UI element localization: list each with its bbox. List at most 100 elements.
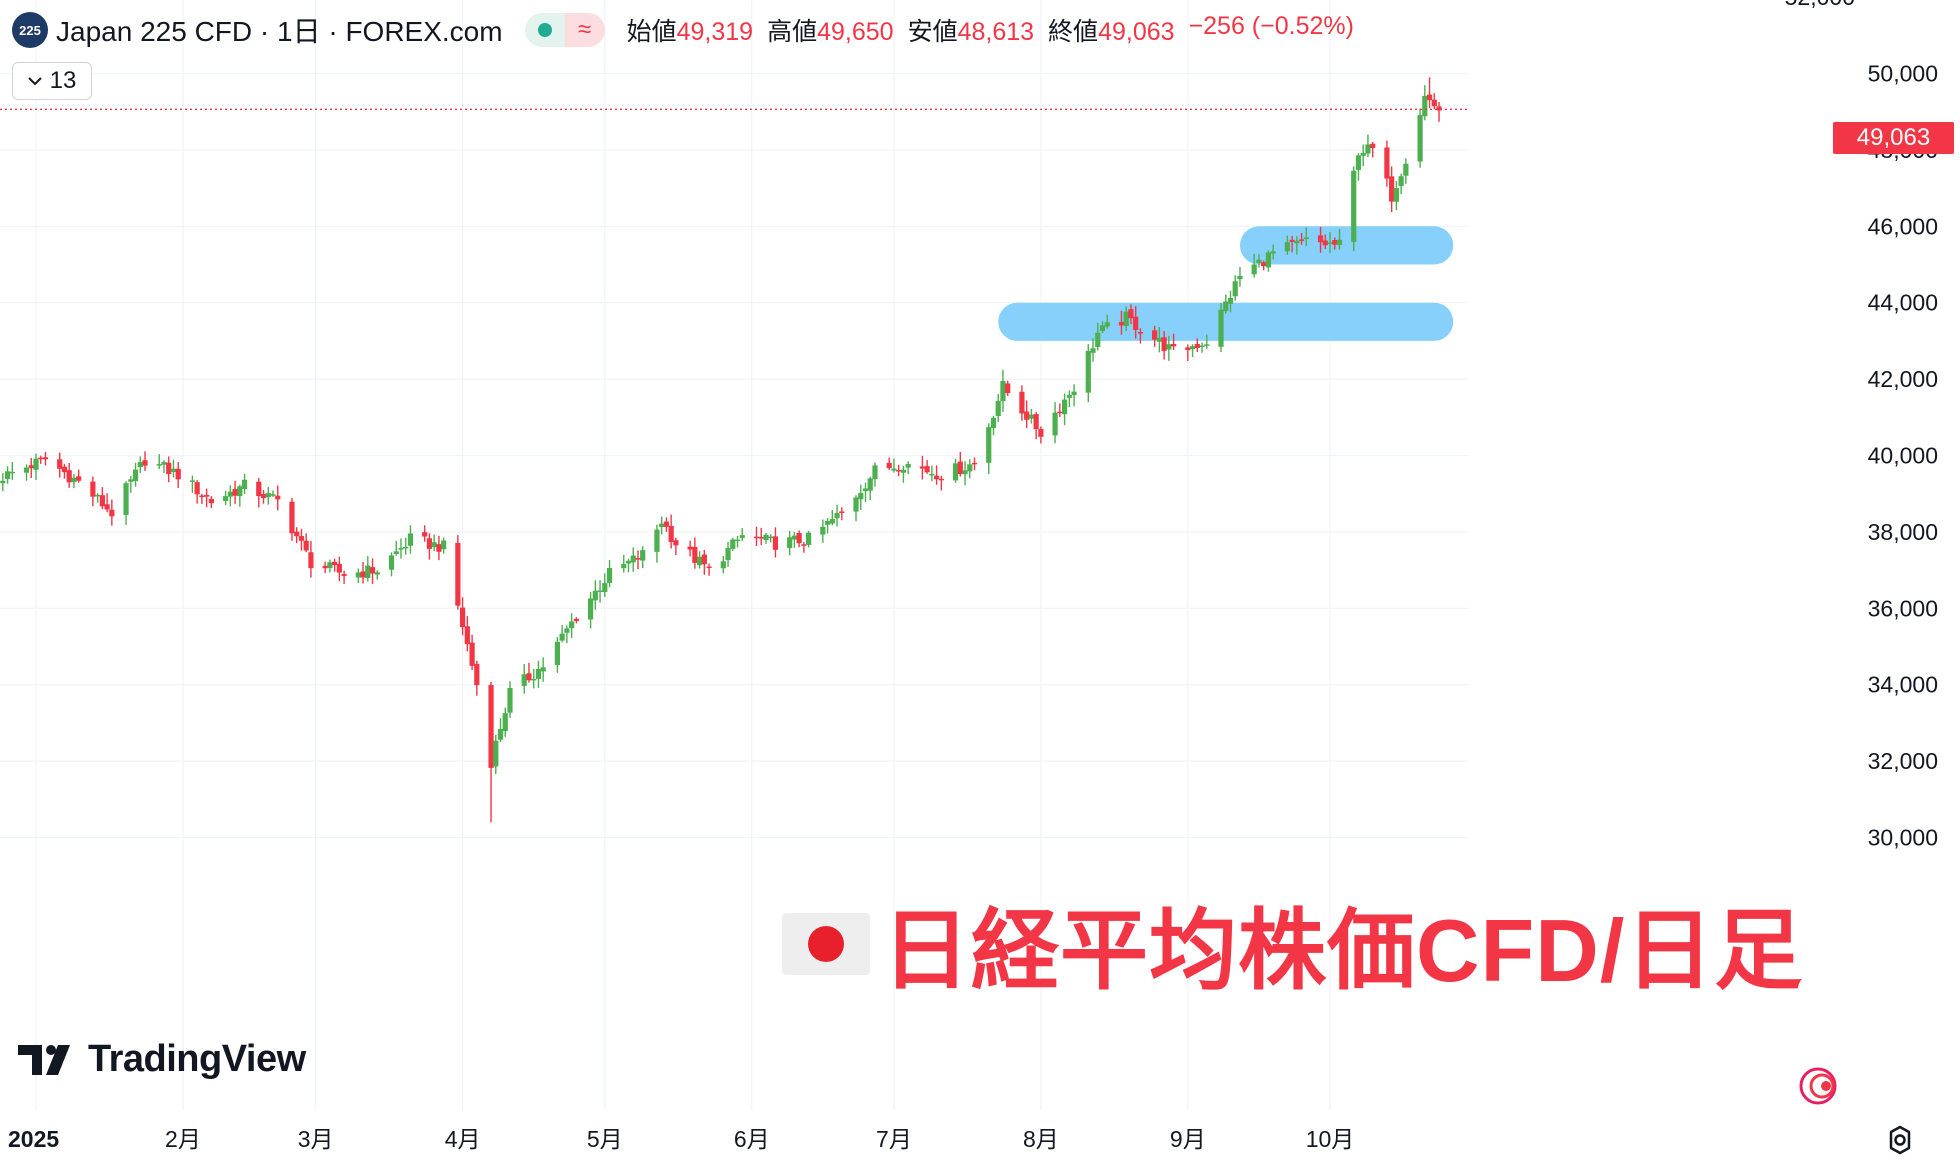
candle-body	[1189, 346, 1196, 350]
candle-body	[137, 462, 143, 468]
tradingview-wordmark: TradingView	[88, 1038, 306, 1080]
status-indicators[interactable]: ≈	[524, 13, 605, 47]
candle	[431, 534, 437, 552]
candle-body	[564, 628, 570, 633]
candle	[806, 530, 812, 548]
candle	[725, 541, 731, 567]
candle	[502, 707, 508, 737]
candle	[132, 462, 139, 487]
candle	[1223, 294, 1229, 314]
candle-body	[23, 467, 30, 473]
candle	[573, 617, 579, 624]
candle-body	[535, 668, 542, 679]
candle	[199, 493, 205, 504]
candle-body	[886, 462, 892, 469]
candle-body	[824, 521, 831, 525]
candle-body	[322, 565, 328, 569]
time-axis[interactable]: 2025 2月 3月 4月 5月 6月 7月 8月 9月 10月	[8, 1126, 1354, 1152]
candle	[1038, 426, 1044, 444]
candle-body	[692, 546, 698, 563]
y-tick-label: 46,000	[1868, 213, 1938, 239]
candle-body	[1218, 309, 1224, 347]
candle	[900, 465, 907, 483]
candle-body	[1199, 345, 1205, 347]
symbol-logo-icon[interactable]: 225	[12, 12, 48, 48]
tradingview-logo[interactable]: TradingView	[18, 1038, 306, 1081]
market-open-dot-icon[interactable]	[524, 13, 565, 47]
candle	[374, 570, 380, 580]
y-tick-label: 44,000	[1868, 290, 1938, 316]
candle	[839, 507, 845, 521]
candle	[1185, 344, 1191, 361]
candle-body	[905, 463, 911, 468]
delayed-data-icon[interactable]: ≈	[564, 13, 605, 47]
candle	[1355, 153, 1362, 181]
candle-body	[531, 678, 537, 681]
candle-body	[507, 687, 513, 713]
candle	[137, 456, 143, 473]
candle	[28, 458, 34, 479]
candle	[1426, 77, 1433, 108]
open-value: 49,319	[676, 18, 754, 46]
candle	[204, 488, 210, 508]
x-tick-label: 3月	[298, 1126, 334, 1152]
candle-body	[900, 469, 907, 473]
candle	[460, 597, 466, 636]
candle	[1118, 310, 1125, 335]
candle	[635, 550, 641, 570]
candle	[1403, 158, 1409, 184]
candle-body	[422, 532, 428, 537]
candle-body	[398, 548, 404, 550]
candle	[497, 718, 504, 743]
candle-body	[858, 493, 864, 500]
candle-body	[787, 537, 793, 548]
candle-body	[256, 481, 262, 497]
candle-body	[1317, 235, 1324, 243]
candle	[9, 462, 15, 480]
candle	[436, 535, 442, 561]
candle-body	[862, 488, 869, 492]
candle-body	[360, 571, 366, 578]
candle-body	[175, 468, 181, 480]
candle-body	[801, 544, 807, 546]
candle-body	[142, 460, 148, 466]
candle	[521, 663, 527, 694]
candle	[109, 499, 115, 526]
candle	[303, 533, 309, 553]
candle	[38, 455, 44, 464]
candle-body	[1227, 297, 1234, 304]
candle	[1166, 335, 1172, 361]
candle-body	[493, 740, 499, 767]
candle-body	[896, 470, 902, 472]
candle-body	[1123, 311, 1129, 326]
candle-body	[488, 685, 494, 768]
candle-body	[640, 550, 646, 561]
candle	[194, 480, 200, 504]
y-tick-label: 32,000	[1868, 748, 1938, 774]
candle	[95, 493, 101, 503]
settings-gear-icon[interactable]	[1884, 1124, 1916, 1156]
candle-body	[1284, 242, 1290, 252]
candle-body	[554, 641, 560, 666]
candle-body	[1431, 99, 1437, 107]
candle-body	[597, 590, 603, 592]
candle-body	[365, 565, 371, 579]
candle	[697, 551, 703, 569]
candle-body	[1232, 281, 1238, 297]
candle-body	[294, 531, 300, 537]
candle-body	[929, 473, 935, 476]
candle-body	[768, 536, 774, 539]
symbol-title[interactable]: Japan 225 CFD · 1日 · FOREX.com	[56, 16, 503, 47]
candle	[1189, 344, 1196, 358]
candle-body	[1384, 147, 1390, 179]
candle	[872, 462, 878, 487]
candle	[1123, 306, 1129, 332]
indicators-collapse-button[interactable]: 13	[12, 62, 92, 100]
candle-body	[128, 479, 134, 482]
candle-body	[791, 535, 797, 540]
candle-body	[275, 495, 281, 500]
replay-icon[interactable]	[1796, 1064, 1840, 1108]
candle-body	[806, 532, 812, 545]
candle	[995, 394, 1001, 422]
